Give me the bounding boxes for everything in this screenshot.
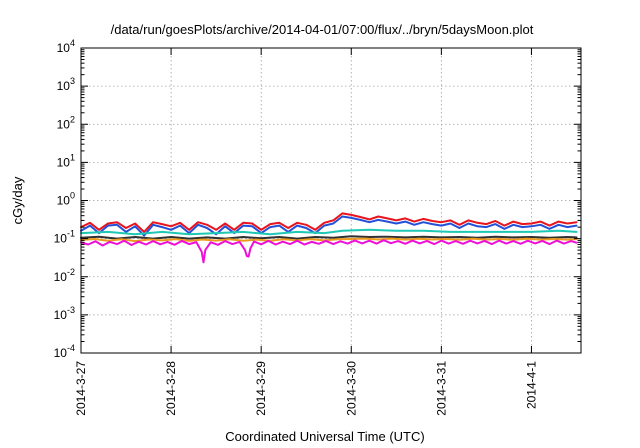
y-tick-label: 103 [57, 76, 75, 93]
y-tick-mantissa: 10 [54, 308, 68, 322]
y-tick-label: 102 [57, 114, 75, 131]
y-tick-label: 100 [57, 191, 75, 208]
x-tick-label: 2014-3-29 [254, 361, 268, 416]
y-tick-exponent: -3 [67, 305, 75, 315]
y-tick-mantissa: 10 [57, 194, 71, 208]
x-tick-label: 2014-4-1 [524, 361, 538, 409]
grid [81, 48, 581, 353]
y-tick-label: 10-3 [54, 305, 75, 322]
y-tick-mantissa: 10 [54, 270, 68, 284]
series-line-4 [80, 235, 578, 240]
x-axis-tick-labels: 2014-3-27 2014-3-28 2014-3-29 2014-3-30 2014… [74, 361, 538, 416]
y-tick-mantissa: 10 [54, 346, 68, 360]
x-tick-label: 2014-3-31 [434, 361, 448, 416]
series-line-6 [80, 239, 578, 264]
x-tick-label: 2014-3-27 [74, 361, 88, 416]
x-tick-label: 2014-3-30 [344, 361, 358, 416]
y-tick-label: 10-4 [54, 343, 75, 360]
y-tick-exponent: 0 [70, 191, 75, 201]
chart-title: /data/run/goesPlots/archive/2014-04-01/0… [111, 22, 534, 37]
y-tick-mantissa: 10 [57, 79, 71, 93]
x-tick-label: 2014-3-28 [164, 361, 178, 416]
y-tick-label: 10-2 [54, 267, 75, 284]
y-tick-exponent: 3 [70, 76, 75, 86]
y-tick-mantissa: 10 [57, 41, 71, 55]
y-tick-label: 10-1 [54, 229, 75, 246]
y-tick-exponent: 4 [70, 38, 75, 48]
series-line-3 [80, 228, 578, 236]
y-tick-exponent: 1 [70, 152, 75, 162]
y-tick-mantissa: 10 [57, 117, 71, 131]
series-line-2 [80, 215, 578, 237]
y-tick-mantissa: 10 [54, 232, 68, 246]
series-line-5 [80, 237, 578, 243]
y-tick-label: 104 [57, 38, 75, 55]
y-tick-exponent: 2 [70, 114, 75, 124]
y-tick-exponent: -4 [67, 343, 75, 353]
y-tick-mantissa: 10 [57, 155, 71, 169]
y-tick-exponent: -1 [67, 229, 75, 239]
x-axis-label: Coordinated Universal Time (UTC) [225, 429, 424, 444]
axis-ticks [80, 47, 581, 354]
series-line-1 [80, 212, 578, 233]
y-tick-exponent: -2 [67, 267, 75, 277]
y-axis-label: cGy/day [10, 176, 25, 224]
plot-series [80, 212, 578, 264]
y-tick-label: 101 [57, 152, 75, 169]
